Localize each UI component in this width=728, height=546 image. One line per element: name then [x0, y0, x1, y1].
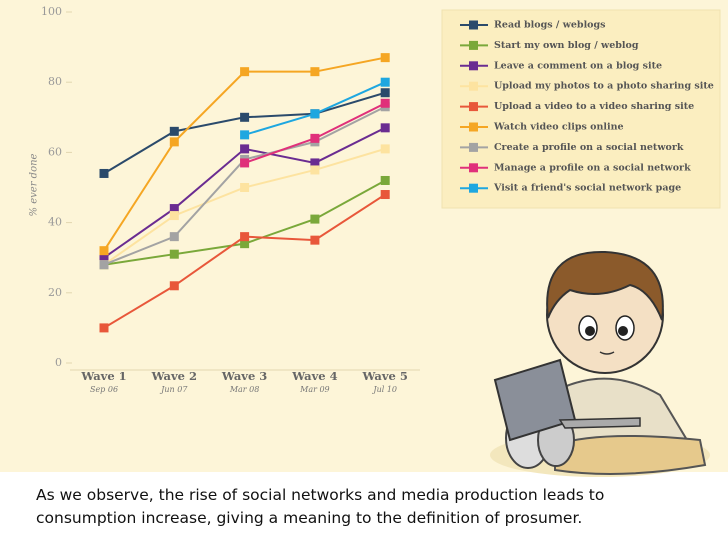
- x-tick-sublabel: Jul 10: [371, 385, 397, 394]
- legend-label: Leave a comment on a blog site: [494, 60, 662, 71]
- data-point: [240, 239, 250, 249]
- caption-line: consumption increase, giving a meaning t…: [36, 509, 583, 527]
- legend-label: Watch video clips online: [493, 122, 624, 133]
- caption-line: As we observe, the rise of social networ…: [36, 486, 605, 504]
- data-point: [169, 249, 179, 259]
- y-axis-label: % ever done: [29, 153, 40, 216]
- y-tick-label: 60: [48, 145, 62, 158]
- legend-swatch: [469, 40, 478, 50]
- legend-swatch: [469, 142, 478, 152]
- data-point: [310, 214, 320, 224]
- data-point: [380, 175, 390, 185]
- legend-label: Read blogs / weblogs: [494, 20, 606, 31]
- data-point: [99, 260, 109, 270]
- data-point: [240, 130, 250, 140]
- data-point: [380, 190, 390, 200]
- data-point: [380, 77, 390, 87]
- data-point: [99, 253, 109, 263]
- x-tick-label: Wave 5: [362, 369, 408, 383]
- data-point: [310, 158, 320, 168]
- data-point: [169, 211, 179, 221]
- legend-swatch: [469, 81, 478, 91]
- data-point: [169, 137, 179, 147]
- legend-swatch: [469, 183, 478, 193]
- data-point: [169, 281, 179, 291]
- data-point: [240, 112, 250, 122]
- legend-swatch: [469, 61, 478, 71]
- data-point: [99, 168, 109, 178]
- legend-swatch: [469, 102, 478, 112]
- x-tick-label: Wave 1: [80, 369, 126, 383]
- x-tick-sublabel: Sep 06: [90, 385, 118, 394]
- x-tick-label: Wave 4: [291, 369, 337, 383]
- legend-label: Upload a video to a video sharing site: [494, 101, 694, 112]
- y-tick-label: 100: [41, 5, 62, 18]
- data-point: [310, 109, 320, 119]
- data-point: [169, 232, 179, 242]
- y-tick-label: 0: [55, 356, 62, 369]
- x-tick-sublabel: Mar 08: [229, 385, 260, 394]
- x-tick-sublabel: Mar 09: [299, 385, 330, 394]
- data-point: [99, 323, 109, 333]
- data-point: [380, 53, 390, 63]
- data-point: [169, 126, 179, 136]
- legend-label: Visit a friend's social network page: [493, 183, 681, 194]
- legend-label: Upload my photos to a photo sharing site: [494, 81, 714, 92]
- data-point: [380, 88, 390, 98]
- x-tick-label: Wave 2: [151, 369, 197, 383]
- x-tick-label: Wave 3: [221, 369, 267, 383]
- data-point: [240, 158, 250, 168]
- data-point: [169, 204, 179, 214]
- data-point: [99, 246, 109, 256]
- legend-box: [441, 9, 721, 209]
- legend-swatch: [469, 163, 478, 173]
- y-tick-label: 40: [48, 216, 62, 229]
- data-point: [240, 144, 250, 154]
- legend-swatch: [469, 20, 478, 30]
- y-tick-label: 80: [48, 75, 62, 88]
- data-point: [380, 123, 390, 133]
- caption: As we observe, the rise of social networ…: [36, 484, 726, 530]
- data-point: [240, 183, 250, 192]
- legend-label: Manage a profile on a social network: [494, 162, 691, 173]
- data-point: [240, 67, 250, 77]
- data-point: [310, 67, 320, 77]
- data-point: [240, 232, 250, 242]
- legend-swatch: [469, 122, 478, 132]
- x-tick-sublabel: Jun 07: [159, 385, 188, 394]
- legend-label: Create a profile on a social network: [494, 142, 684, 153]
- legend-label: Start my own blog / weblog: [494, 40, 639, 51]
- data-point: [310, 235, 320, 245]
- data-point: [380, 144, 390, 154]
- data-point: [310, 133, 320, 143]
- data-point: [310, 165, 320, 175]
- y-tick-label: 20: [48, 286, 62, 299]
- data-point: [380, 98, 390, 108]
- cartoon: [490, 250, 710, 477]
